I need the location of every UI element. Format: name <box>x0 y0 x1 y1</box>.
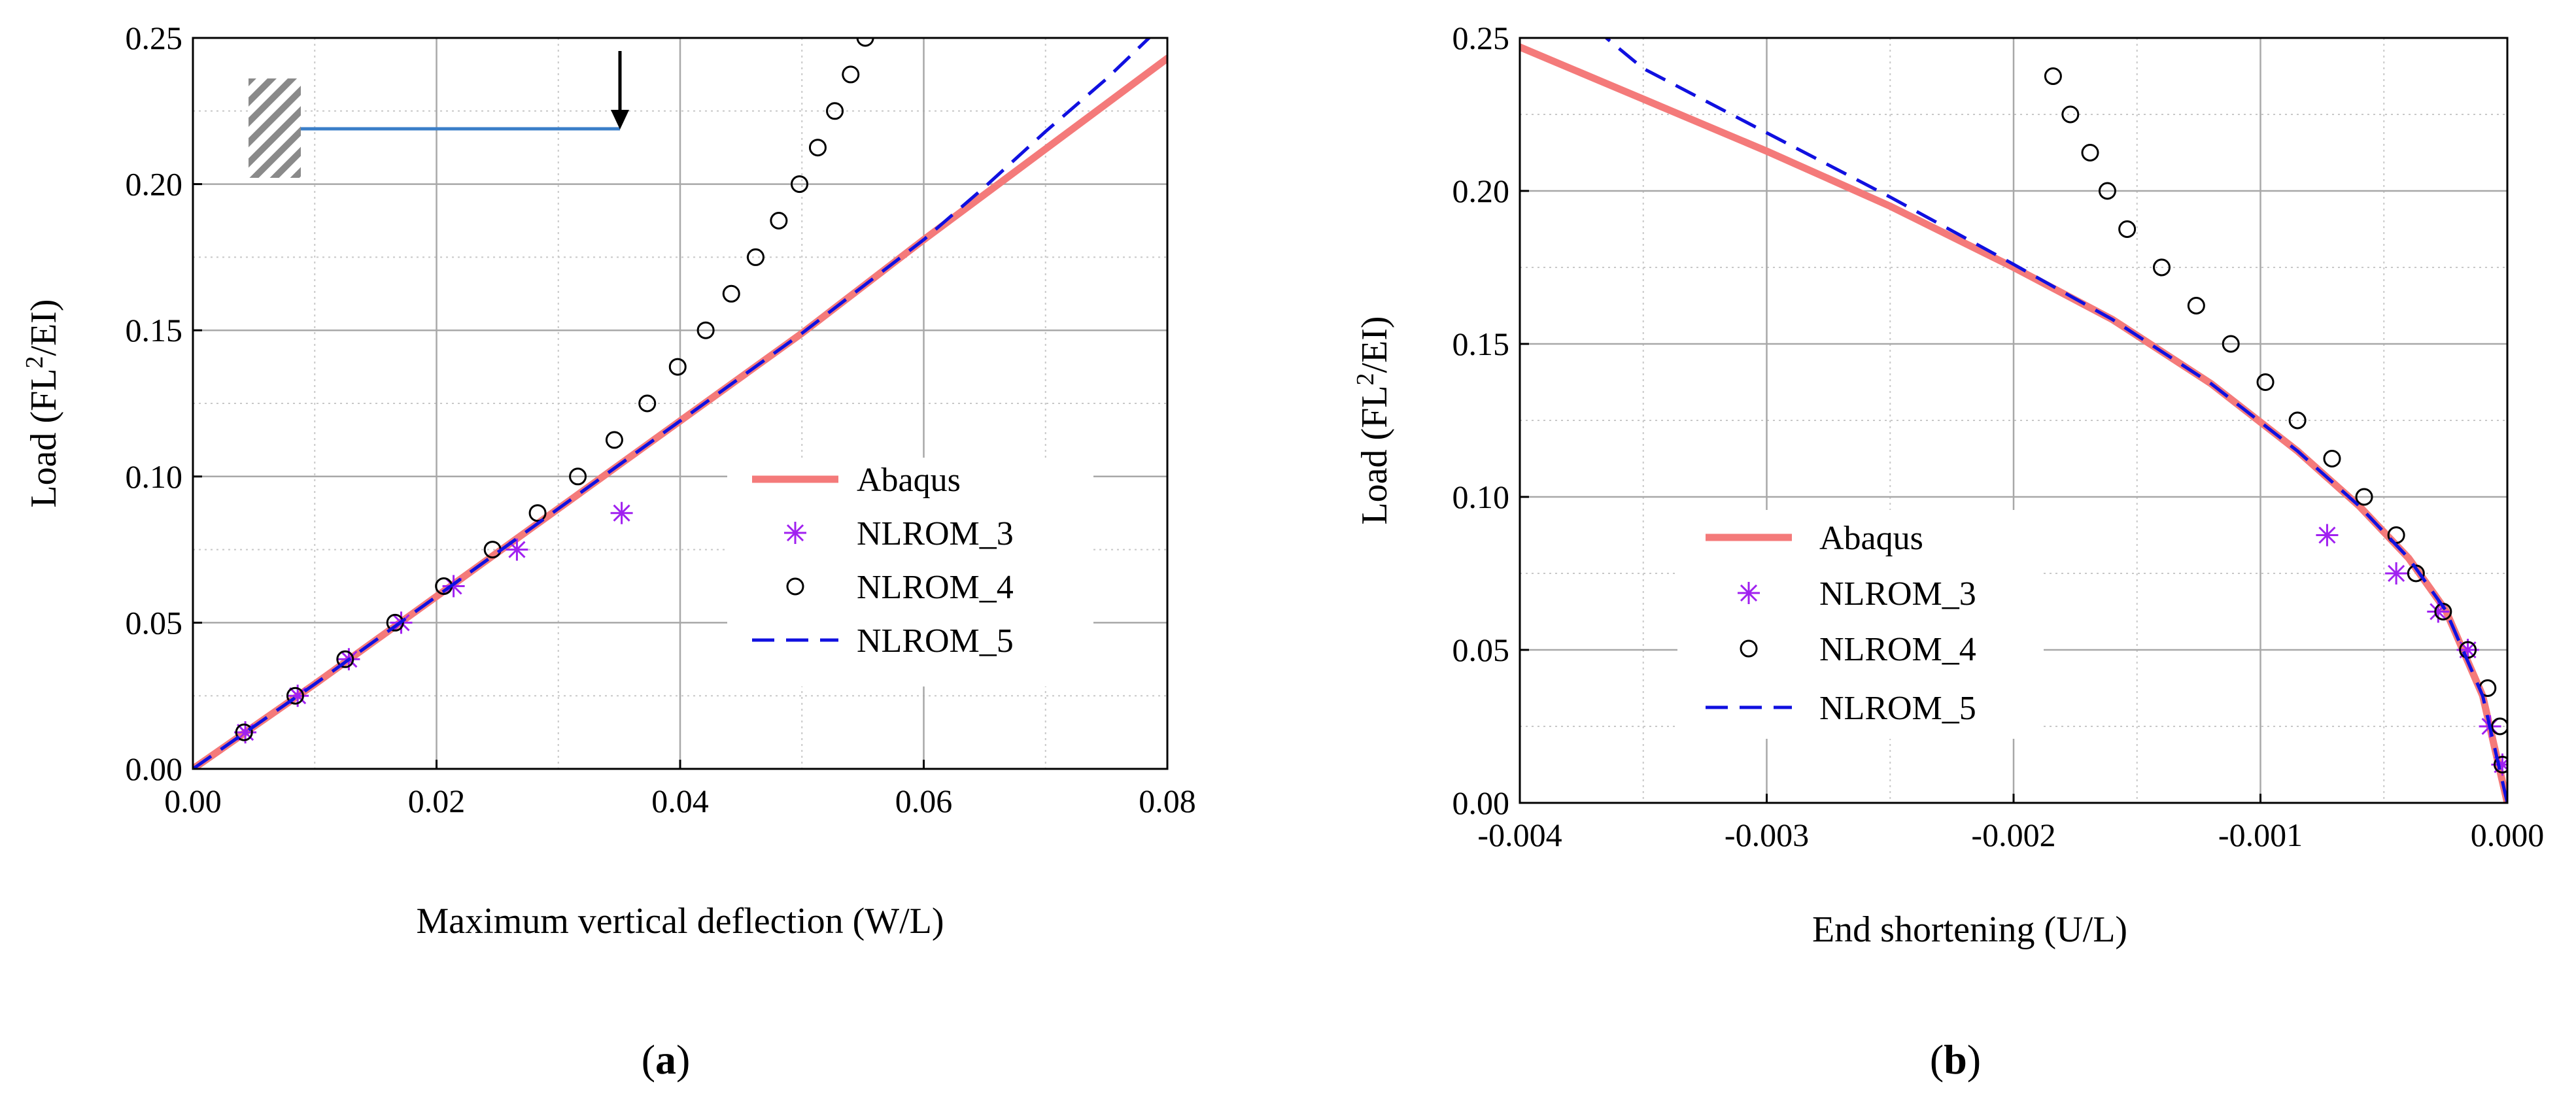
data-point-nlrom4 <box>746 248 764 266</box>
data-point-nlrom4 <box>2493 756 2507 773</box>
y-tick-label: 0.25 <box>126 20 183 56</box>
data-point-nlrom4 <box>2044 67 2062 85</box>
data-point-nlrom4 <box>2288 411 2307 430</box>
x-tick-label: -0.003 <box>1725 817 1809 853</box>
legend-box-a <box>727 458 1093 686</box>
data-point-nlrom4 <box>2256 373 2275 391</box>
legend-label-nlrom4: NLROM_4 <box>857 569 1014 606</box>
data-point-nlrom3 <box>506 538 528 561</box>
y-tick-label: 0.20 <box>126 166 183 203</box>
data-point-nlrom4 <box>2081 144 2099 161</box>
legend-swatch-nlrom3 <box>784 522 806 544</box>
legend-swatch-nlrom3-b <box>1738 582 1760 604</box>
x-tick-label: -0.004 <box>1477 817 1562 853</box>
legend-label-abaqus: Abaqus <box>857 462 961 499</box>
data-point-nlrom4 <box>2061 105 2080 124</box>
y-tick-label: 0.10 <box>126 458 183 495</box>
data-point-nlrom4 <box>2323 450 2341 467</box>
data-point-nlrom4 <box>808 139 827 157</box>
data-point-nlrom4 <box>605 431 623 449</box>
y-tick-label: 0.25 <box>1452 20 1510 56</box>
panel-a: 0.00 0.02 0.04 0.06 0.08 0.00 0.05 0.10 0.15 0.20… <box>21 20 1196 1083</box>
panel-b: -0.004 -0.003 -0.002 -0.001 0.000 0.00 0.05 0.1… <box>1352 20 2544 1083</box>
data-point-nlrom4 <box>386 613 404 632</box>
series-b <box>1520 38 2507 803</box>
data-point-nlrom4 <box>696 321 715 339</box>
ticks-a: 0.00 0.02 0.04 0.06 0.08 0.00 0.05 0.10 0.15 0.20… <box>126 20 1196 819</box>
legend-a: Abaqus NLROM_3 NLROM_4 NLROM_5 <box>727 458 1093 686</box>
data-point-nlrom4 <box>791 175 809 194</box>
data-point-nlrom4 <box>2187 297 2205 314</box>
data-point-nlrom4 <box>528 504 547 522</box>
series-line-nlrom5-a <box>193 38 1152 769</box>
data-point-nlrom4 <box>286 686 304 705</box>
x-tick-label: 0.00 <box>164 783 222 819</box>
legend-label-nlrom3: NLROM_3 <box>857 515 1014 552</box>
legend-b: Abaqus NLROM_3 NLROM_4 NLROM_5 <box>1677 510 2044 739</box>
y-tick-label: 0.15 <box>1452 326 1510 362</box>
panel-label-a: (a) <box>642 1036 691 1083</box>
data-point-nlrom3 <box>610 501 633 524</box>
y-tick-label: 0.05 <box>1452 632 1510 668</box>
data-point-nlrom4 <box>2222 335 2240 353</box>
data-point-nlrom4 <box>2407 564 2425 583</box>
data-point-nlrom4 <box>826 102 844 120</box>
legend-label-nlrom4-b: NLROM_4 <box>1819 631 1976 668</box>
legend-label-nlrom5-b: NLROM_5 <box>1819 690 1976 727</box>
panel-label-b: (b) <box>1930 1036 1981 1083</box>
legend-swatch-nlrom4-b <box>1740 639 1758 658</box>
y-tick-label: 0.10 <box>1452 479 1510 515</box>
x-tick-label: -0.001 <box>2218 817 2303 853</box>
y-tick-label: 0.00 <box>1452 785 1510 821</box>
legend-box-b <box>1677 510 2044 739</box>
data-point-nlrom4 <box>2153 258 2171 277</box>
data-point-nlrom4 <box>668 358 687 376</box>
data-point-nlrom4 <box>235 723 253 741</box>
legend-swatch-nlrom4 <box>786 577 804 596</box>
y-tick-label: 0.15 <box>126 312 183 348</box>
x-tick-label: 0.08 <box>1139 783 1196 819</box>
series-a <box>193 38 1167 769</box>
x-axis-title-b: End shortening (U/L) <box>1812 909 2127 950</box>
x-tick-label: 0.000 <box>2471 817 2545 853</box>
data-point-nlrom4 <box>842 65 860 84</box>
data-point-nlrom4 <box>2355 488 2373 506</box>
legend-label-abaqus-b: Abaqus <box>1819 520 1923 557</box>
data-point-nlrom4 <box>2491 717 2507 736</box>
y-axis-title-b: Load (FL2/EI) <box>1352 316 1395 524</box>
data-point-nlrom4 <box>336 650 354 668</box>
x-tick-label: 0.06 <box>895 783 953 819</box>
y-axis-title-a: Load (FL2/EI) <box>21 299 64 507</box>
data-point-nlrom4 <box>2098 182 2116 200</box>
x-tick-label: 0.02 <box>408 783 466 819</box>
ticks-b: -0.004 -0.003 -0.002 -0.001 0.000 0.00 0.05 0.1… <box>1452 20 2545 853</box>
data-point-nlrom4 <box>770 212 788 229</box>
data-point-nlrom4 <box>2434 603 2452 620</box>
data-point-nlrom4 <box>2118 220 2137 238</box>
data-point-nlrom4 <box>722 284 740 303</box>
data-point-nlrom3 <box>2316 524 2339 547</box>
legend-label-nlrom5: NLROM_5 <box>857 622 1014 660</box>
data-point-nlrom4 <box>569 467 587 486</box>
x-tick-label: -0.002 <box>1971 817 2055 853</box>
data-point-nlrom3 <box>2385 562 2408 584</box>
fixed-support-icon <box>249 78 301 178</box>
y-tick-label: 0.20 <box>1452 173 1510 209</box>
legend-label-nlrom3-b: NLROM_3 <box>1819 575 1976 613</box>
y-tick-label: 0.00 <box>126 751 183 787</box>
series-line-nlrom5-b <box>1605 38 2507 803</box>
x-axis-title-a: Maximum vertical deflection (W/L) <box>416 901 944 941</box>
data-point-nlrom4 <box>638 394 657 413</box>
y-tick-label: 0.05 <box>126 604 183 641</box>
cantilever-inset <box>249 51 629 178</box>
load-arrowhead-icon <box>611 110 629 129</box>
x-tick-label: 0.04 <box>651 783 709 819</box>
data-point-nlrom3 <box>2427 600 2450 623</box>
data-point-nlrom4 <box>856 38 874 47</box>
